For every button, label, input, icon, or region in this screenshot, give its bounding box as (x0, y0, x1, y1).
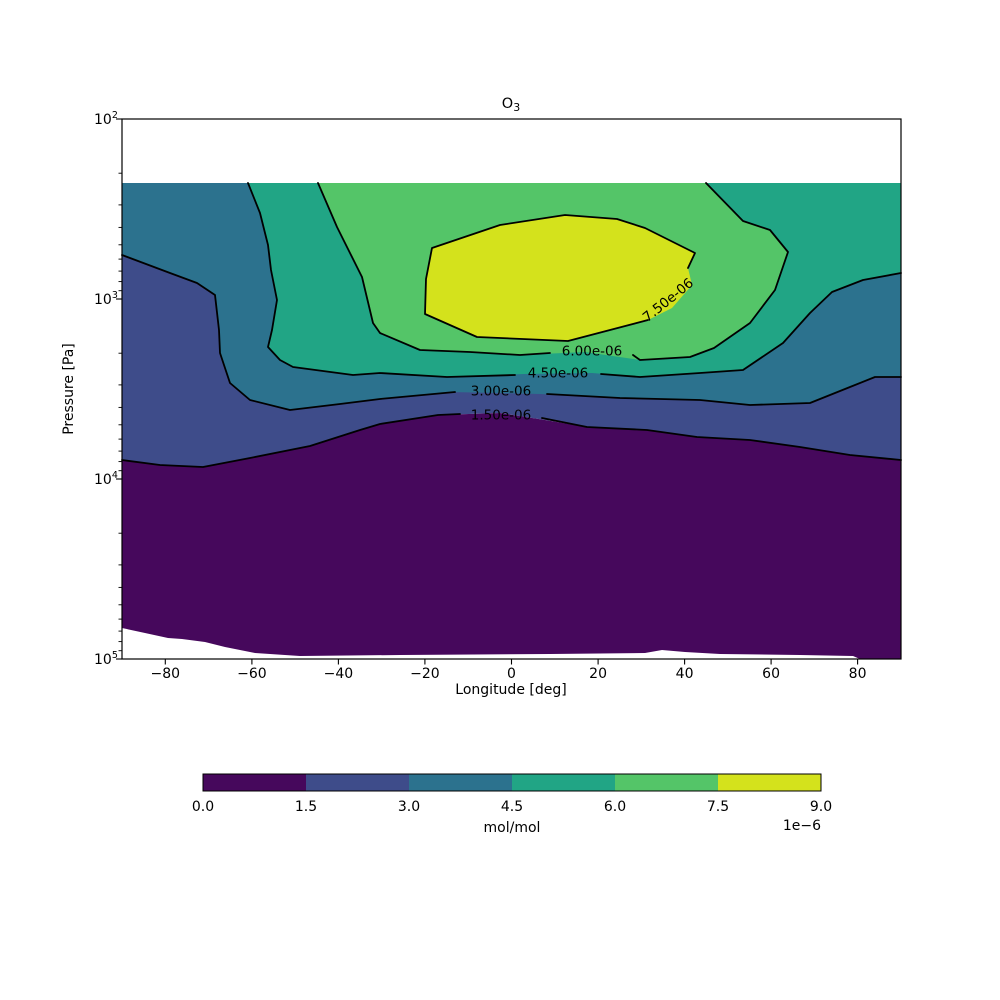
colorbar-tick-label-7.5: 7.5 (707, 799, 729, 815)
y-axis: 102 103 104 105 (94, 110, 122, 668)
contour-label-1.50e-06: 1.50e-06 (471, 408, 531, 424)
contour-line-1.50e-06 (541, 417, 902, 461)
x-tick-label-40: 40 (676, 666, 694, 682)
colorbar-tick-label-9.0: 9.0 (810, 799, 832, 815)
x-axis-label: Longitude [deg] (455, 682, 566, 698)
x-axis: −80 −60 −40 −20 0 20 40 60 80 (151, 659, 867, 682)
x-tick-label-−60: −60 (237, 666, 267, 682)
x-tick-label-−20: −20 (410, 666, 440, 682)
colorbar-segment-4.5-6.0 (512, 774, 615, 791)
x-tick-label-60: 60 (762, 666, 780, 682)
colorbar-segment-3.0-4.5 (409, 774, 512, 791)
colorbar-tick-label-3.0: 3.0 (398, 799, 420, 815)
contour-label-3.00e-06: 3.00e-06 (471, 384, 531, 400)
contour-line-3.00e-06 (121, 254, 456, 411)
contour-line-6.00e-06 (317, 182, 551, 356)
contour-band-0to1.5e-06 (122, 413, 901, 659)
colorbar-segment-7.5-9.0 (718, 774, 821, 791)
contour-bands (122, 183, 901, 659)
contour-label-4.50e-06: 4.50e-06 (528, 366, 588, 382)
x-tick-label-80: 80 (849, 666, 867, 682)
colorbar-segment-6.0-7.5 (615, 774, 718, 791)
x-tick-label-0: 0 (507, 666, 516, 682)
contour-line-4.50e-06 (600, 272, 902, 378)
y-tick-label-10e5: 105 (94, 650, 118, 668)
plot-title: O3 (502, 96, 520, 114)
y-axis-label: Pressure [Pa] (61, 343, 77, 435)
colorbar-segment-0.0-1.5 (203, 774, 306, 791)
contour-label-6.00e-06: 6.00e-06 (562, 344, 622, 360)
colorbar-tick-label-4.5: 4.5 (501, 799, 523, 815)
y-tick-label-10e4: 104 (94, 470, 118, 488)
x-tick-label-−80: −80 (151, 666, 181, 682)
y-tick-label-10e2: 102 (94, 110, 118, 128)
contour-line-3.00e-06 (546, 376, 902, 406)
contour-line-6.00e-06 (632, 182, 789, 361)
contour-line-4.50e-06 (247, 182, 516, 378)
x-tick-label-−40: −40 (324, 666, 354, 682)
contour-line-7.50e-06 (424, 214, 696, 342)
colorbar-tick-label-6.0: 6.0 (604, 799, 626, 815)
colorbar-scale-label: 1e−6 (783, 818, 821, 834)
contour-line-1.50e-06 (121, 413, 461, 468)
colorbar-units-label: mol/mol (484, 820, 541, 836)
colorbar-tick-label-1.5: 1.5 (295, 799, 317, 815)
colorbar-segment-1.5-3.0 (306, 774, 409, 791)
contour-lines (121, 182, 902, 468)
colorbar: 0.0 1.5 3.0 4.5 6.0 7.5 9.0 (192, 773, 832, 815)
colorbar-outline (202, 773, 822, 792)
y-tick-label-10e3: 103 (94, 290, 118, 308)
x-tick-label-20: 20 (589, 666, 607, 682)
colorbar-tick-label-0.0: 0.0 (192, 799, 214, 815)
contour-band-7.5e-06to9e-06 (425, 215, 695, 341)
